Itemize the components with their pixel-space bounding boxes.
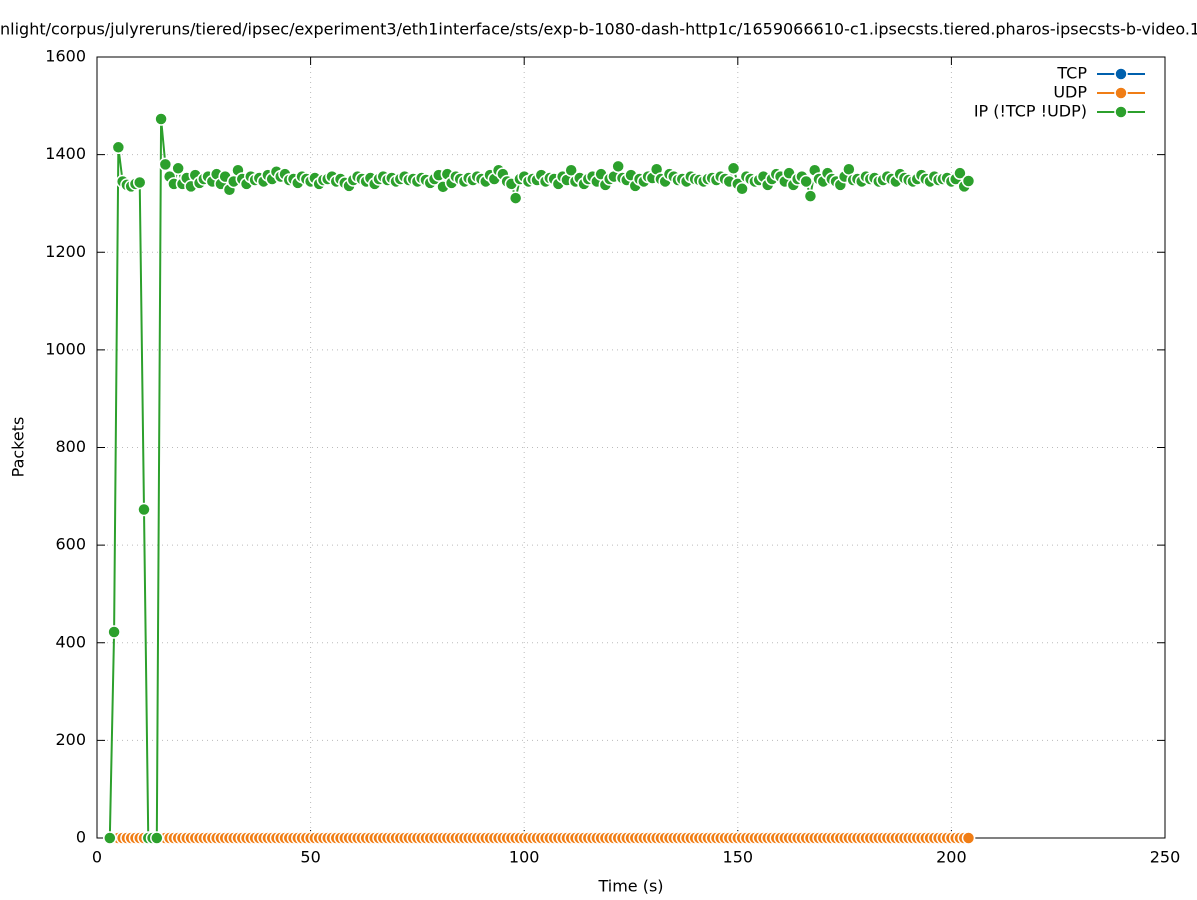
data-point xyxy=(611,159,625,174)
legend-label: UDP xyxy=(1053,83,1087,102)
data-point xyxy=(564,163,578,177)
y-tick-label: 1400 xyxy=(45,144,86,163)
x-axis-label: Time (s) xyxy=(597,877,663,896)
legend-label: TCP xyxy=(1056,64,1087,83)
data-point xyxy=(158,157,173,172)
y-tick-label: 400 xyxy=(55,632,86,651)
data-point xyxy=(137,502,151,517)
legend-swatch xyxy=(1114,67,1128,81)
legend-swatch xyxy=(1114,86,1128,100)
x-tick-label: 250 xyxy=(1150,848,1181,867)
data-point xyxy=(150,831,164,845)
series-line xyxy=(108,118,970,839)
x-tick-label: 50 xyxy=(300,848,320,867)
data-point xyxy=(961,831,976,845)
y-tick-label: 800 xyxy=(55,437,86,456)
y-tick-label: 1200 xyxy=(45,242,86,261)
x-tick-label: 200 xyxy=(936,848,967,867)
legend-label: IP (!TCP !UDP) xyxy=(974,102,1087,121)
data-point xyxy=(171,161,185,176)
x-tick-label: 150 xyxy=(723,848,754,867)
data-point xyxy=(107,625,121,639)
data-point xyxy=(803,189,818,203)
y-tick-label: 1000 xyxy=(45,339,86,358)
data-point xyxy=(154,112,168,126)
x-tick-label: 0 xyxy=(92,848,102,867)
data-point xyxy=(735,182,749,196)
chart-title: nlight/corpus/julyreruns/tiered/ipsec/ex… xyxy=(0,20,1197,39)
data-point xyxy=(132,175,147,190)
y-axis-label: Packets xyxy=(9,417,28,478)
y-tick-label: 200 xyxy=(55,730,86,749)
data-point xyxy=(508,191,523,205)
y-tick-label: 1600 xyxy=(45,47,86,66)
legend-swatch xyxy=(1114,105,1128,119)
data-point xyxy=(953,166,967,180)
data-point xyxy=(111,140,126,155)
y-tick-label: 0 xyxy=(76,828,86,847)
data-point xyxy=(103,831,117,845)
data-point xyxy=(726,161,741,176)
data-point xyxy=(799,174,813,189)
x-tick-label: 100 xyxy=(509,848,540,867)
data-point xyxy=(961,174,976,188)
y-tick-label: 600 xyxy=(55,535,86,554)
